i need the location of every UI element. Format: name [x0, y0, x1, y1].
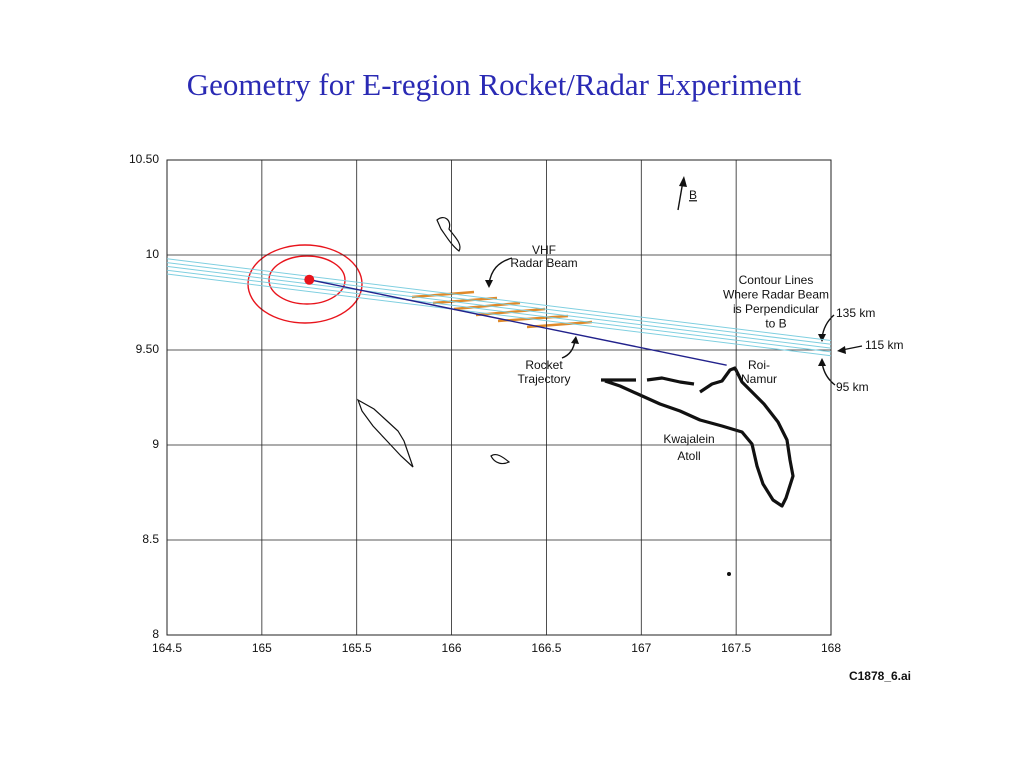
y-tick-label: 10.50 [129, 152, 159, 166]
y-tick-label: 9.50 [136, 342, 160, 356]
segment [411, 290, 475, 299]
arrowhead [679, 176, 687, 187]
y-tick-label: 8 [152, 627, 159, 641]
annotation: to B [765, 317, 786, 331]
x-tick-label: 165.5 [342, 641, 372, 655]
annotation: Contour Lines [739, 273, 814, 287]
annotation: is Perpendicular [733, 302, 819, 316]
annotation: Trajectory [518, 372, 571, 386]
contour-line [166, 269, 832, 353]
island [436, 217, 461, 252]
arrowhead [571, 336, 579, 344]
launch-point [304, 274, 315, 285]
annotation: 115 km [865, 338, 903, 352]
islet [727, 572, 731, 576]
annotation: 95 km [836, 380, 869, 394]
annotation: B [689, 188, 697, 202]
island [356, 398, 414, 468]
annotation: C1878_6.ai [849, 669, 911, 683]
plot-frame [166, 159, 832, 636]
arrowhead [837, 346, 846, 354]
annotation: VHF [532, 243, 556, 257]
orange-segments [411, 290, 593, 329]
contour-line [166, 262, 832, 345]
contour-line [166, 273, 832, 357]
annotation: Atoll [677, 449, 700, 463]
pointers [485, 176, 863, 386]
annotation: Radar Beam [510, 256, 577, 270]
contour-line [166, 265, 832, 349]
segment [432, 296, 498, 305]
annotation: Namur [741, 372, 777, 386]
chart-title: Geometry for E-region Rocket/Radar Exper… [187, 67, 802, 102]
y-tick-label: 9 [152, 437, 159, 451]
x-tick-label: 164.5 [152, 641, 182, 655]
y-tick-label: 10 [146, 247, 160, 261]
contour-line [166, 258, 832, 341]
annotation: Rocket [525, 358, 563, 372]
y-tick-label: 8.5 [142, 532, 159, 546]
annotation: 135 km [836, 306, 875, 320]
x-tick-label: 165 [252, 641, 272, 655]
x-tick-label: 167 [631, 641, 651, 655]
islands [356, 217, 795, 576]
x-tick-label: 166 [442, 641, 462, 655]
x-tick-label: 167.5 [721, 641, 751, 655]
island [490, 453, 511, 465]
annotation: Where Radar Beam [723, 288, 829, 302]
x-tick-label: 166.5 [531, 641, 561, 655]
arrowhead [818, 334, 826, 342]
annotation: Roi- [748, 358, 770, 372]
rocket-trajectory [309, 279, 727, 366]
arrowhead [818, 358, 826, 366]
x-tick-label: 168 [821, 641, 841, 655]
ring [268, 255, 346, 305]
annotation: Kwajalein [663, 432, 714, 446]
arrowhead [485, 280, 493, 288]
